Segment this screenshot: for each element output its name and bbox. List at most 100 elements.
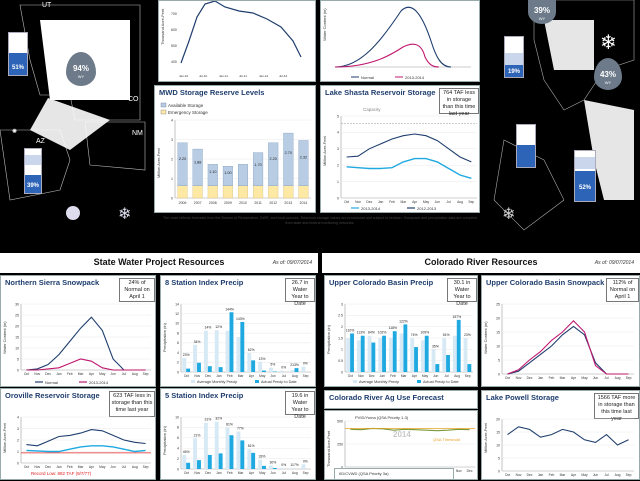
ucbp-xtick: Nov — [358, 374, 364, 378]
svg-text:Jan-11: Jan-11 — [219, 74, 228, 78]
es8-data-label: 144% — [225, 307, 234, 311]
es8-data-label: 5% — [270, 363, 275, 367]
ucbp-data-label: 110% — [346, 328, 354, 332]
es8-ytick: 2 — [177, 361, 179, 365]
fine-print: The chart reflects forecasts from the Bu… — [160, 216, 480, 226]
ucbs-ytick: 10 — [496, 344, 500, 348]
ns-xtick: Dec — [45, 372, 51, 376]
right-gauge-1: 19% — [504, 36, 524, 78]
mwd-storage-panel: MWD Storage Reserve Levels Available Sto… — [154, 85, 316, 213]
mwd-bar-emergency — [283, 186, 293, 198]
ns-xtick: Sep — [143, 372, 149, 376]
es8-ytick: 4 — [177, 351, 179, 355]
shasta-xtick: Oct — [344, 200, 349, 204]
es8-xtick: Dec — [205, 374, 211, 378]
ns-ytick: 10 — [15, 346, 19, 350]
ucbp-bar-actual — [361, 336, 365, 372]
right-gauge-3-pct: 52% — [575, 185, 595, 191]
mwd-bar-available — [299, 140, 309, 185]
crr-date: As of: 09/07/2014 — [595, 260, 634, 266]
ucbp-ytick: 1.5 — [338, 336, 343, 340]
oro-ytick: 2 — [17, 438, 19, 442]
es5-bar-average — [204, 423, 208, 469]
ucb-precip-panel: Upper Colorado Basin Precip 30.1 in Wate… — [324, 275, 478, 387]
es5-xtick: Dec — [205, 471, 211, 475]
ns-xtick: Jul — [122, 372, 126, 376]
mwd-bar-emergency — [299, 186, 309, 198]
es5-bar-average — [280, 468, 284, 469]
powell-ytick: 10 — [496, 443, 500, 447]
shasta-ytick: 0 — [337, 196, 339, 200]
es8-xtick: Jan — [216, 374, 221, 378]
svg-text:Jul-11: Jul-11 — [239, 74, 247, 78]
es8-ytick: 0 — [177, 370, 179, 374]
ucbp-bar-average — [357, 340, 361, 372]
shasta-series-line — [347, 134, 472, 162]
es8-bar-average — [215, 330, 219, 372]
ucbs-xtick: Sep — [626, 376, 632, 380]
svg-text:Jul-12: Jul-12 — [279, 74, 288, 78]
shasta-capacity-label: Capacity — [363, 107, 381, 112]
reservoir-gauge-2: 39% — [24, 148, 42, 194]
shasta-ytick: 3 — [337, 147, 339, 151]
mwd-bar-emergency — [268, 186, 278, 198]
es5-bar-average — [301, 464, 305, 469]
mwd-bar-available — [223, 166, 233, 186]
mwd-ytick: 1 — [171, 177, 173, 181]
reservoir-gauge-1: 51% — [8, 32, 28, 76]
ucbp-data-label: 113% — [357, 331, 365, 335]
oro-xtick: May — [99, 465, 106, 469]
oro-xtick: Feb — [67, 465, 73, 469]
svg-text:600: 600 — [171, 28, 177, 32]
shasta-xtick: Nov — [355, 200, 361, 204]
es8-xtick: Mar — [238, 374, 245, 378]
es5-xtick: Aug — [292, 471, 298, 475]
es8-ytick: 10 — [175, 322, 179, 326]
ucbp-bar-actual — [467, 364, 471, 372]
shasta-xtick: Apr — [412, 200, 418, 204]
svg-text:Jan-10: Jan-10 — [179, 74, 189, 78]
es5-xtick: May — [259, 471, 266, 475]
top-snowpack-panel: Water Content (in) Normal 2013-2014 — [320, 0, 480, 82]
ucbp-data-label: 84% — [368, 331, 375, 335]
shasta-series-line — [347, 159, 472, 179]
right-gauge-2: 39% — [516, 124, 536, 168]
ucbp-xtick: Feb — [390, 374, 396, 378]
ucbs-xtick: Apr — [571, 376, 577, 380]
shasta-xtick: Dec — [366, 200, 372, 204]
ns-ytick: 20 — [15, 324, 19, 328]
es8-bar-actual — [186, 369, 190, 372]
es8-data-label: 143% — [236, 317, 245, 321]
es8-bar-average — [236, 337, 240, 372]
shasta-xtick: Sep — [468, 200, 474, 204]
shasta-line-chart: Million Acre-Feet Capacity 2013-2014 201… — [321, 86, 481, 214]
ns-ytick: 15 — [15, 335, 19, 339]
ns-series-line — [26, 317, 145, 370]
ucbp-ytick: 3 — [341, 302, 343, 306]
oro-series-line — [26, 430, 145, 446]
es5-data-label: 117% — [290, 463, 298, 467]
mwd-xtick: 2012 — [269, 201, 277, 205]
ucbp-bar-average — [410, 338, 414, 372]
mwd-xtick: 2006 — [179, 201, 187, 205]
ucbs-xtick: Aug — [615, 376, 621, 380]
ns-legend-a: Normal — [45, 380, 58, 385]
right-pct-mid: 43% — [594, 70, 622, 79]
svg-text:Jul-10: Jul-10 — [199, 74, 208, 78]
mwd-data-label: 1.10 — [209, 170, 216, 174]
ucbs-xtick: May — [581, 376, 588, 380]
mwd-ytick: 2 — [171, 157, 173, 161]
es5-data-label: 31% — [204, 418, 211, 422]
es8-bar-average — [226, 331, 230, 372]
shasta-legend-a: 2013-2014 — [361, 206, 381, 211]
ucbp-bar-average — [432, 349, 436, 372]
es8-bar-actual — [208, 366, 212, 372]
state-label-ut: UT — [42, 2, 51, 9]
svg-text:400: 400 — [171, 60, 177, 64]
mwd-bar-available — [193, 149, 203, 186]
powell-xtick: May — [581, 473, 588, 477]
